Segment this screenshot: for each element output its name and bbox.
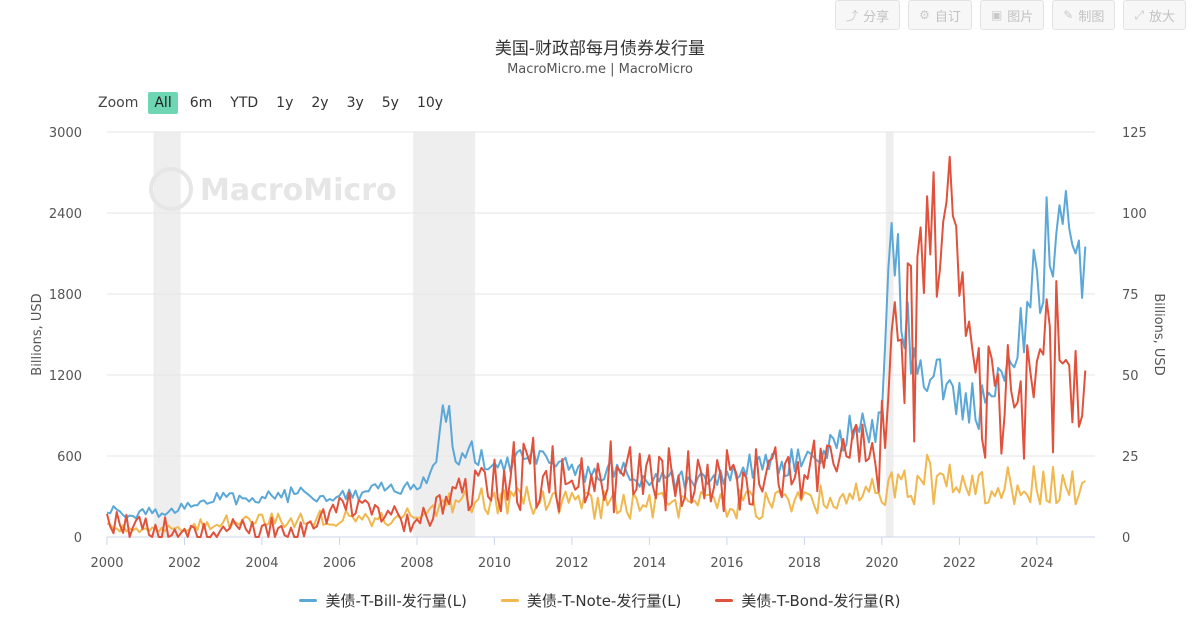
toolbar-button-label: 图片 xyxy=(1007,9,1034,25)
zoom-option-6m[interactable]: 6m xyxy=(189,95,213,111)
x-tick-label: 2022 xyxy=(943,556,976,571)
y-tick-left: 0 xyxy=(74,531,82,546)
legend-label: 美债-T-Note-发行量(L) xyxy=(526,592,682,610)
x-tick-label: 2004 xyxy=(245,556,278,571)
chart-legend: 美债-T-Bill-发行量(L) 美债-T-Note-发行量(L) 美债-T-Bon… xyxy=(0,590,1200,611)
recession-band xyxy=(885,132,894,537)
chart-subtitle: MacroMicro.me | MacroMicro xyxy=(507,62,693,77)
zoom-label: Zoom xyxy=(98,95,139,111)
legend-swatch xyxy=(715,599,734,602)
x-tick-label: 2010 xyxy=(478,556,511,571)
x-tick-label: 2012 xyxy=(555,556,588,571)
legend-item[interactable]: 美债-T-Bond-发行量(R) xyxy=(715,590,901,611)
x-tick-label: 2020 xyxy=(865,556,898,571)
y-tick-left: 3000 xyxy=(49,126,82,141)
toolbar-button-label: 自订 xyxy=(934,9,961,25)
y-tick-right: 125 xyxy=(1122,126,1147,141)
zoom-option-all[interactable]: All xyxy=(148,92,178,114)
y-tick-right: 75 xyxy=(1122,288,1139,303)
x-tick-label: 2002 xyxy=(168,556,201,571)
toolbar-button-gear[interactable]: ⚙ 自订 xyxy=(908,0,972,30)
x-tick-label: 2006 xyxy=(323,556,356,571)
x-tick-label: 2018 xyxy=(788,556,821,571)
legend-label: 美债-T-Bond-发行量(R) xyxy=(741,592,901,610)
toolbar-button-label: 分享 xyxy=(863,9,890,25)
zoom-option-ytd[interactable]: YTD xyxy=(230,95,259,111)
y-axis-title-right: Billions, USD xyxy=(1151,293,1166,375)
toolbar-button-share[interactable]: ⤴ 分享 xyxy=(835,0,901,30)
toolbar-button-pen[interactable]: ✎ 制图 xyxy=(1052,0,1116,30)
toolbar-button-expand[interactable]: ⤢ 放大 xyxy=(1123,0,1186,30)
y-tick-right: 100 xyxy=(1122,207,1147,222)
series-line-2 xyxy=(106,453,1086,534)
chart-toolbar: ⤴ 分享 ⚙ 自订 ▣ 图片 ✎ 制图 ⤢ 放大 xyxy=(835,0,1186,30)
legend-item[interactable]: 美债-T-Bill-发行量(L) xyxy=(299,590,467,611)
y-tick-left: 1200 xyxy=(49,369,82,384)
zoom-option-1y[interactable]: 1y xyxy=(276,95,294,111)
expand-icon: ⤢ xyxy=(1134,7,1144,22)
legend-item[interactable]: 美债-T-Note-发行量(L) xyxy=(500,590,682,611)
y-axis-title-left: Billions, USD xyxy=(30,293,45,375)
y-tick-right: 0 xyxy=(1122,531,1130,546)
series-line-3 xyxy=(106,155,1087,538)
chart-title: 美国-财政部每月债券发行量 xyxy=(494,39,706,59)
x-tick-label: 2016 xyxy=(710,556,743,571)
legend-label: 美债-T-Bill-发行量(L) xyxy=(325,592,467,610)
y-tick-left: 1800 xyxy=(49,288,82,303)
x-tick-label: 2014 xyxy=(633,556,666,571)
watermark: MacroMicro xyxy=(200,173,397,208)
x-tick-label: 2008 xyxy=(400,556,433,571)
zoom-option-10y[interactable]: 10y xyxy=(416,95,444,111)
zoom-option-3y[interactable]: 3y xyxy=(346,95,364,111)
y-tick-right: 25 xyxy=(1122,450,1139,465)
y-tick-left: 600 xyxy=(57,450,82,465)
toolbar-button-label: 放大 xyxy=(1148,9,1175,25)
legend-swatch xyxy=(299,599,318,602)
share-icon: ⤴ xyxy=(846,8,859,23)
x-tick-label: 2000 xyxy=(90,556,123,571)
zoom-selector: Zoom All 6m YTD 1y 2y 3y 5y 10y xyxy=(98,92,449,114)
pen-icon: ✎ xyxy=(1063,8,1074,22)
toolbar-button-label: 制图 xyxy=(1078,9,1105,25)
gear-icon: ⚙ xyxy=(919,8,930,22)
image-icon: ▣ xyxy=(990,8,1003,22)
recession-band xyxy=(153,132,181,537)
zoom-option-5y[interactable]: 5y xyxy=(381,95,399,111)
zoom-option-2y[interactable]: 2y xyxy=(311,95,329,111)
y-tick-left: 2400 xyxy=(49,207,82,222)
recession-band xyxy=(413,132,476,537)
toolbar-button-image[interactable]: ▣ 图片 xyxy=(979,0,1045,30)
x-tick-label: 2024 xyxy=(1020,556,1053,571)
watermark-logo-icon xyxy=(149,167,193,211)
legend-swatch xyxy=(500,599,519,602)
y-tick-right: 50 xyxy=(1122,369,1139,384)
